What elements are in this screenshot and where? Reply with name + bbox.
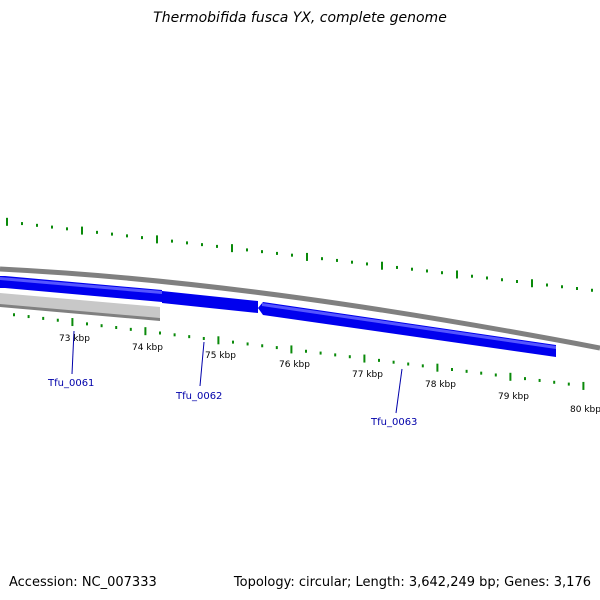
gene-leader-tfu-0062 (199, 341, 205, 387)
kbp-label: 73 kbp (59, 334, 90, 344)
kbp-label: 79 kbp (498, 392, 529, 402)
gene-highlight (0, 277, 162, 294)
gene-arrow-grey[interactable] (0, 293, 160, 320)
genome-summary-text: Topology: circular; Length: 3,642,249 bp… (233, 575, 591, 590)
gene-label-tfu-0063[interactable]: Tfu_0063 (370, 417, 417, 428)
gene-leader-tfu-0063 (395, 368, 403, 414)
kbp-label-group: 73 kbp 74 kbp 75 kbp 76 kbp 77 kbp 78 kbp 79 k… (59, 334, 600, 415)
genome-backbone (0, 266, 600, 351)
map-title: Thermobifida fusca YX, complete genome (153, 10, 447, 26)
kbp-label: 76 kbp (279, 360, 310, 370)
kbp-label: 78 kbp (425, 380, 456, 390)
lower-tick-row (13, 313, 585, 390)
kbp-label: 77 kbp (352, 370, 383, 380)
accession-text: Accession: NC_007333 (9, 575, 157, 590)
gene-arrow-grey-edge (0, 304, 160, 321)
kbp-label: 75 kbp (205, 351, 236, 361)
gene-arrow-tfu-0062[interactable] (162, 291, 258, 313)
upper-tick-row (6, 217, 593, 292)
kbp-label: 74 kbp (132, 343, 163, 353)
gene-leader-tfu-0061 (71, 330, 75, 375)
gene-label-group: Tfu_0061 Tfu_0062 Tfu_0063 (47, 330, 417, 428)
gene-highlight (262, 303, 556, 349)
kbp-label: 80 kbp (570, 405, 600, 415)
reverse-gene-track (0, 293, 160, 321)
gene-label-tfu-0062[interactable]: Tfu_0062 (175, 391, 222, 402)
forward-gene-track (0, 276, 556, 357)
gene-label-tfu-0061[interactable]: Tfu_0061 (47, 378, 94, 389)
